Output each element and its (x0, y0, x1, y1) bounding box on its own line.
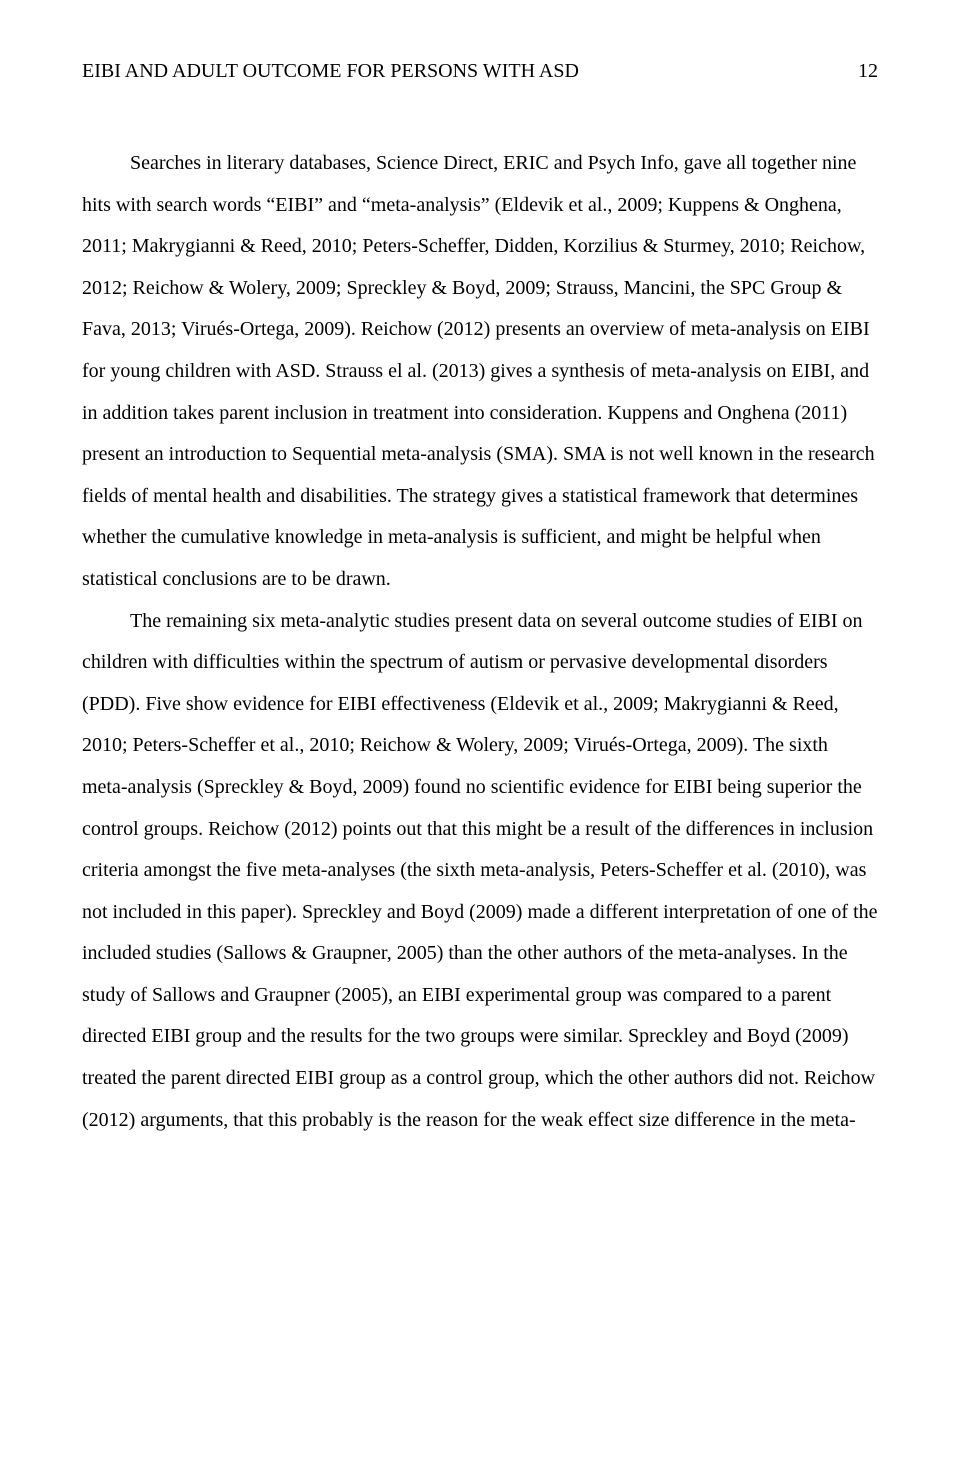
body-text: Searches in literary databases, Science … (82, 143, 878, 1141)
page: EIBI AND ADULT OUTCOME FOR PERSONS WITH … (0, 0, 960, 1473)
running-head: EIBI AND ADULT OUTCOME FOR PERSONS WITH … (82, 60, 878, 83)
running-head-title: EIBI AND ADULT OUTCOME FOR PERSONS WITH … (82, 60, 579, 83)
paragraph: The remaining six meta-analytic studies … (82, 601, 878, 1142)
page-number: 12 (858, 60, 878, 83)
paragraph: Searches in literary databases, Science … (82, 143, 878, 601)
